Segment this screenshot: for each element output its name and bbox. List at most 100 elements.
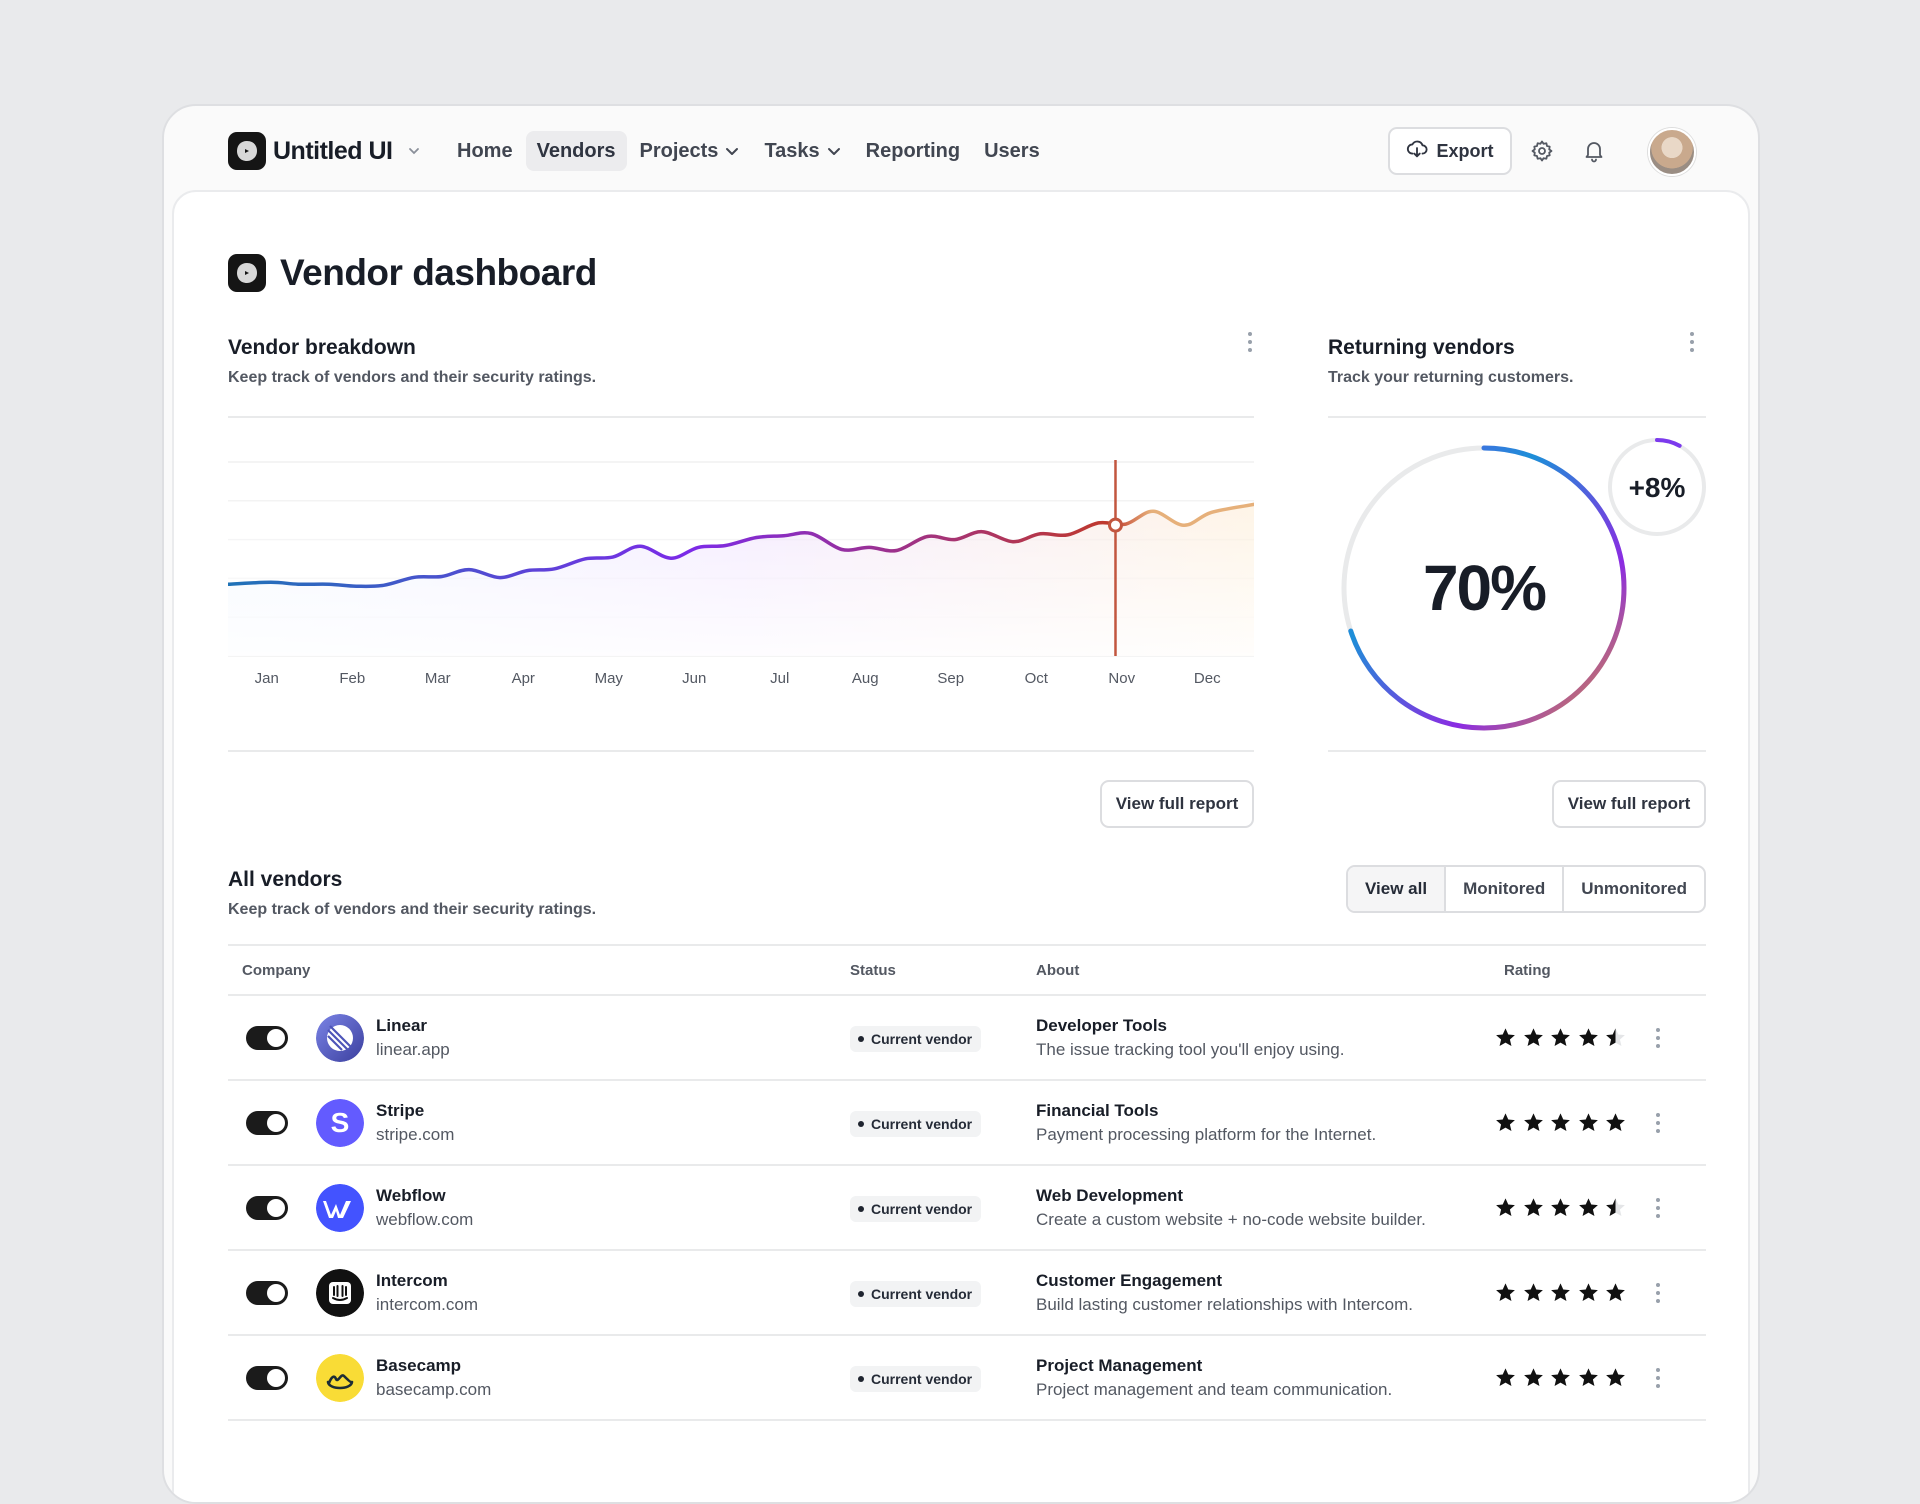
vendors-title: All vendors <box>228 868 342 892</box>
returning-progress-ring: 70% <box>1334 438 1634 738</box>
hover-point[interactable] <box>1109 519 1121 531</box>
company-name[interactable]: Basecamp <box>376 1356 461 1376</box>
rating-stars <box>1494 1281 1627 1304</box>
row-more-icon[interactable] <box>1648 1109 1668 1137</box>
returning-delta-ring: +8% <box>1606 436 1708 538</box>
star-icon <box>1494 1026 1517 1049</box>
returning-more-icon[interactable] <box>1682 328 1702 356</box>
divider <box>228 416 1254 418</box>
star-icon <box>1577 1111 1600 1134</box>
x-tick-label: Nov <box>1108 670 1135 687</box>
nav-item-tasks[interactable]: Tasks <box>753 131 852 171</box>
monitor-toggle[interactable] <box>246 1111 288 1135</box>
nav-item-label: Vendors <box>537 140 616 163</box>
returning-title: Returning vendors <box>1328 336 1515 360</box>
app-window: Untitled UI Home Vendors Projects Tasks Repo… <box>162 104 1760 1504</box>
breakdown-view-report-button[interactable]: View full report <box>1100 780 1254 828</box>
star-icon <box>1604 1366 1627 1389</box>
user-avatar[interactable] <box>1648 128 1696 176</box>
svg-text:S: S <box>331 1107 350 1138</box>
company-name[interactable]: Linear <box>376 1016 427 1036</box>
delta-percentage: +8% <box>1629 472 1686 503</box>
x-tick-label: Jan <box>255 670 279 687</box>
x-tick-label: May <box>595 670 624 687</box>
breakdown-title: Vendor breakdown <box>228 336 416 360</box>
webflow-logo-icon <box>316 1184 364 1232</box>
filter-view-all[interactable]: View all <box>1348 867 1444 911</box>
status-badge: Current vendor <box>850 1196 981 1222</box>
divider <box>1328 416 1706 418</box>
company-name[interactable]: Intercom <box>376 1271 448 1291</box>
column-rating[interactable]: Rating <box>1504 962 1551 979</box>
x-tick-label: Sep <box>937 670 964 687</box>
company-domain: linear.app <box>376 1040 450 1060</box>
intercom-logo-icon <box>316 1269 364 1317</box>
nav-item-label: Reporting <box>866 140 960 163</box>
about-title: Web Development <box>1036 1186 1183 1206</box>
nav-item-vendors[interactable]: Vendors <box>526 131 627 171</box>
bell-icon[interactable] <box>1579 136 1609 166</box>
settings-icon[interactable] <box>1527 136 1557 166</box>
main-content: Vendor dashboard Vendor breakdown Keep t… <box>172 190 1750 1504</box>
about-description: Create a custom website + no-code websit… <box>1036 1210 1426 1230</box>
star-icon <box>1494 1281 1517 1304</box>
monitor-toggle[interactable] <box>246 1281 288 1305</box>
star-icon <box>1549 1281 1572 1304</box>
monitor-toggle[interactable] <box>246 1026 288 1050</box>
filter-monitored[interactable]: Monitored <box>1444 867 1562 911</box>
breakdown-more-icon[interactable] <box>1240 328 1260 356</box>
export-button[interactable]: Export <box>1388 127 1512 175</box>
row-more-icon[interactable] <box>1648 1364 1668 1392</box>
star-icon <box>1549 1366 1572 1389</box>
status-dot-icon <box>858 1036 864 1042</box>
column-status[interactable]: Status <box>850 962 896 979</box>
star-icon <box>1604 1111 1627 1134</box>
filter-unmonitored[interactable]: Unmonitored <box>1562 867 1704 911</box>
nav-item-label: Projects <box>640 140 719 163</box>
star-icon <box>1522 1366 1545 1389</box>
top-navigation: Untitled UI Home Vendors Projects Tasks Repo… <box>164 106 1758 192</box>
row-more-icon[interactable] <box>1648 1024 1668 1052</box>
nav-item-projects[interactable]: Projects <box>629 131 752 171</box>
status-dot-icon <box>858 1376 864 1382</box>
column-about[interactable]: About <box>1036 962 1079 979</box>
chevron-down-icon <box>724 143 740 159</box>
star-icon <box>1494 1366 1517 1389</box>
nav-item-reporting[interactable]: Reporting <box>855 131 971 171</box>
about-title: Project Management <box>1036 1356 1202 1376</box>
area-fade <box>228 462 1254 656</box>
rating-stars <box>1494 1026 1627 1049</box>
export-label: Export <box>1436 141 1493 162</box>
company-name[interactable]: Webflow <box>376 1186 446 1206</box>
company-domain: webflow.com <box>376 1210 473 1230</box>
x-tick-label: Jun <box>682 670 706 687</box>
linear-logo-icon <box>316 1014 364 1062</box>
row-more-icon[interactable] <box>1648 1194 1668 1222</box>
status-dot-icon <box>858 1291 864 1297</box>
table-body: Linear linear.app Current vendor Developer … <box>228 996 1706 1421</box>
monitor-toggle[interactable] <box>246 1366 288 1390</box>
row-more-icon[interactable] <box>1648 1279 1668 1307</box>
breakdown-subtitle: Keep track of vendors and their security… <box>228 369 596 387</box>
star-icon <box>1604 1026 1627 1049</box>
x-tick-label: Jul <box>770 670 789 687</box>
status-badge: Current vendor <box>850 1111 981 1137</box>
star-icon <box>1494 1111 1517 1134</box>
nav-item-label: Users <box>984 140 1040 163</box>
nav-item-users[interactable]: Users <box>973 131 1051 171</box>
status-label: Current vendor <box>871 1201 972 1217</box>
company-name[interactable]: Stripe <box>376 1101 424 1121</box>
chevron-down-icon <box>407 144 421 158</box>
table-row[interactable]: Webflow webflow.com Current vendor Web Deve… <box>228 1166 1706 1251</box>
returning-view-report-button[interactable]: View full report <box>1552 780 1706 828</box>
nav-item-home[interactable]: Home <box>446 131 524 171</box>
monitor-toggle[interactable] <box>246 1196 288 1220</box>
about-title: Developer Tools <box>1036 1016 1167 1036</box>
returning-percentage: 70% <box>1423 552 1546 624</box>
column-company[interactable]: Company <box>242 962 310 979</box>
workspace-switcher[interactable]: Untitled UI <box>228 131 421 171</box>
